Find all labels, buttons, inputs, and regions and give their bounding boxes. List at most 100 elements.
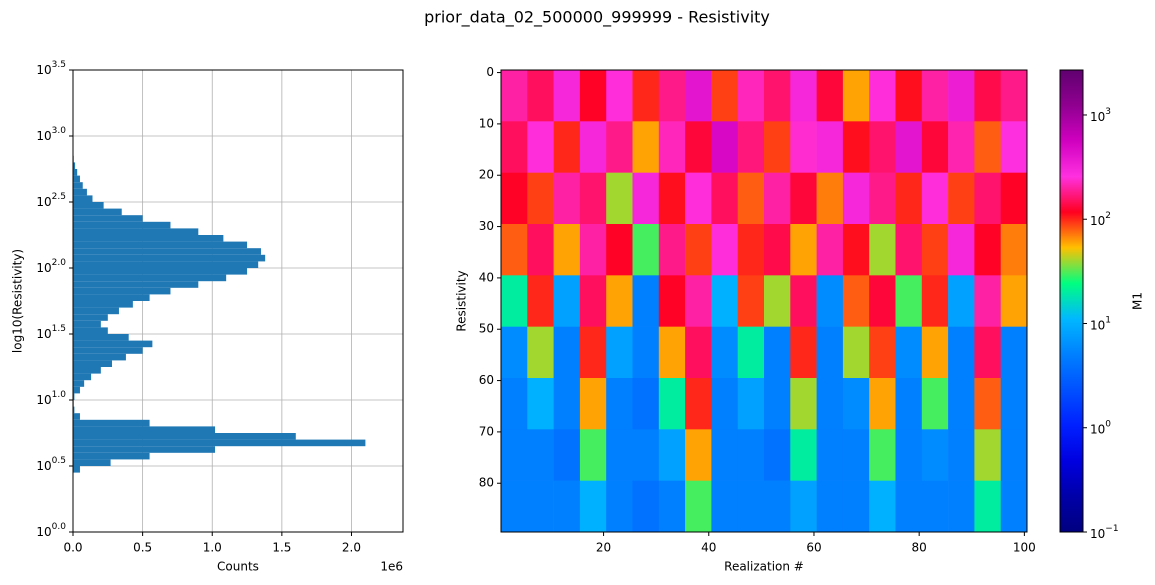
x-axis-label: Counts (217, 560, 259, 574)
histogram-bar (73, 268, 248, 275)
heatmap-cell (869, 172, 896, 225)
y-tick-label: 102.0 (36, 258, 66, 275)
heatmap-cell (921, 429, 949, 481)
y-tick-label: 30 (479, 219, 494, 233)
heatmap-cell (842, 326, 870, 379)
tick-base: 10 (36, 525, 51, 539)
heatmap-cell (527, 480, 554, 533)
heatmap-cell (501, 172, 528, 225)
heatmap-cell (606, 275, 633, 327)
histogram-bar (73, 307, 119, 315)
y-tick-label: 103.5 (36, 60, 66, 77)
heatmap-cell (632, 172, 660, 225)
histogram-bar (73, 353, 126, 361)
heatmap-cell (790, 378, 817, 430)
heatmap-cell (606, 121, 633, 173)
histogram-bar (73, 439, 366, 447)
heatmap-cell (948, 121, 975, 173)
heatmap-cell (606, 326, 633, 379)
heatmap-cell (921, 121, 949, 173)
y-tick-label: 40 (479, 270, 494, 284)
heatmap-cell (921, 326, 949, 379)
heatmap-cell (790, 70, 817, 122)
heatmap-cell (816, 429, 844, 481)
y-tick-label: 10 (479, 116, 494, 130)
y-tick-label: 103.0 (36, 126, 66, 143)
heatmap-cell (790, 429, 817, 481)
heatmap-cell (606, 480, 633, 533)
heatmap-cell (501, 70, 528, 122)
axes-frame (72, 69, 404, 533)
x-tick-label: 2.0 (342, 541, 361, 555)
heatmap-cell (764, 121, 791, 173)
heatmap-cell (527, 224, 554, 276)
heatmap-cell (711, 70, 738, 122)
tick-exponent: 2 (1105, 211, 1111, 221)
tick-base: 10 (1090, 527, 1105, 541)
heatmap-cell (921, 172, 949, 225)
histogram-bar (73, 380, 85, 387)
tick-base: 10 (36, 327, 51, 341)
heatmap-cell (816, 480, 844, 533)
y-tick-label: 80 (479, 476, 494, 490)
heatmap-cell (764, 70, 791, 122)
heatmap-cell (579, 275, 607, 327)
x-tick-label: 0.0 (63, 541, 82, 555)
histogram-bar (73, 419, 150, 427)
heatmap-cell (974, 480, 1001, 533)
colorbar-tick-label: 10−1 (1090, 524, 1119, 541)
tick-exponent: 1 (1105, 315, 1111, 325)
histogram-bar (73, 406, 75, 414)
histogram-bar (73, 320, 101, 328)
x-tick-label: 40 (701, 541, 716, 555)
heatmap-cell (842, 480, 870, 533)
heatmap-cell (816, 121, 844, 173)
heatmap-cell (553, 429, 581, 481)
histogram-bar (73, 169, 78, 176)
heatmap-cell (974, 121, 1001, 173)
heatmap-cell (658, 480, 686, 533)
histogram-bar (73, 452, 150, 460)
axes-frame (500, 69, 1028, 533)
heatmap-cell (685, 378, 712, 430)
heatmap-cell (895, 70, 923, 122)
heatmap-cell (711, 121, 738, 173)
heatmap-cell (737, 378, 765, 430)
y-tick-label: 101.5 (36, 324, 66, 341)
tick-exponent: 3.5 (52, 60, 66, 70)
heatmap-cell (685, 429, 712, 481)
histogram-bar (73, 301, 133, 308)
x-tick-label: 80 (912, 541, 927, 555)
tick-exponent: 2.5 (52, 192, 66, 202)
heatmap-cell (974, 429, 1001, 481)
heatmap-cell (1000, 224, 1028, 276)
heatmap-cell (658, 224, 686, 276)
y-axis-label: Resistivity (455, 270, 469, 331)
histogram-bar (73, 221, 171, 229)
heatmap-cell (948, 326, 975, 379)
heatmap-cell (632, 480, 660, 533)
heatmap-cell (764, 224, 791, 276)
y-tick-label: 60 (479, 373, 494, 387)
heatmap-cell (606, 224, 633, 276)
heatmap-cell (1000, 326, 1028, 379)
heatmap-cell (579, 378, 607, 430)
heatmap-cell (579, 70, 607, 122)
heatmap-cell (1000, 172, 1028, 225)
heatmap-cell (737, 121, 765, 173)
histogram-bar (73, 373, 92, 381)
heatmap-cell (553, 275, 581, 327)
heatmap-cell (685, 70, 712, 122)
heatmap-cell (632, 275, 660, 327)
heatmap-cell (974, 70, 1001, 122)
histogram-bar (73, 334, 129, 341)
histogram-bar (73, 433, 296, 440)
x-axis-label: Realization # (724, 560, 804, 574)
heatmap-cell (606, 70, 633, 122)
heatmap-cell (869, 480, 896, 533)
heatmap-cell (579, 326, 607, 379)
tick-exponent: 0 (1105, 419, 1111, 429)
y-axis-label: log10(Resistivity) (11, 249, 25, 353)
x-tick-label: 20 (596, 541, 611, 555)
